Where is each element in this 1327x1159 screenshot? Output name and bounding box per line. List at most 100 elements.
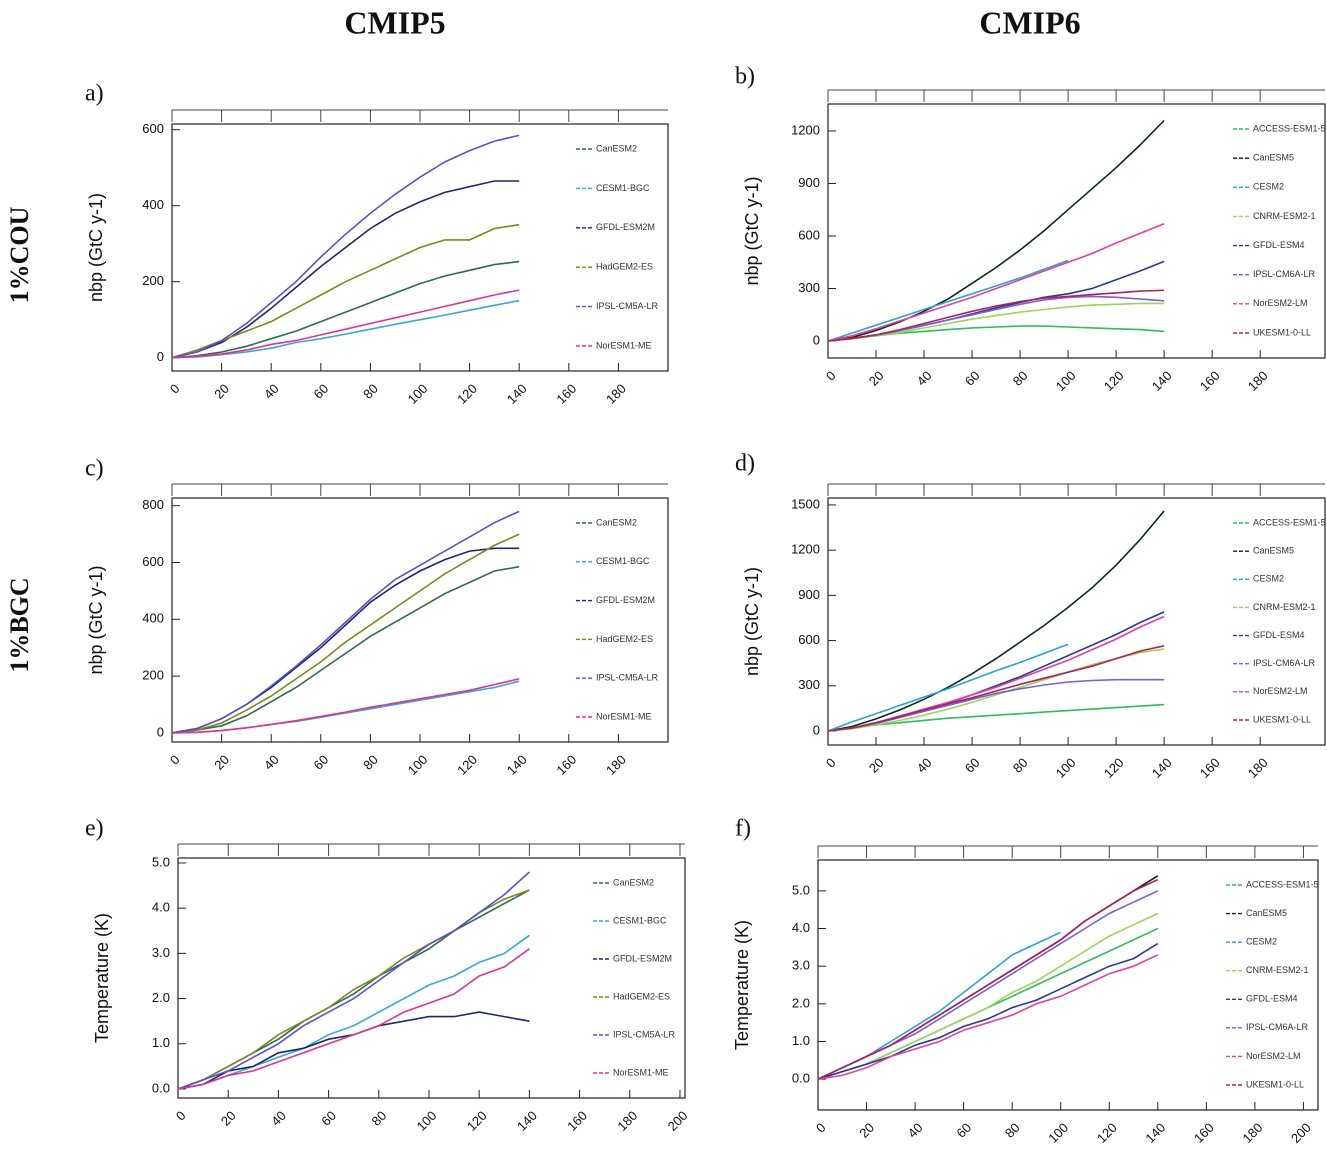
data-line	[171, 180, 520, 359]
panel-label: a)	[85, 81, 104, 107]
y-tick-label: 600	[798, 632, 820, 647]
legend-label: GFDL-ESM2M	[596, 595, 655, 605]
x-tick-label: 20	[856, 1120, 877, 1141]
data-line	[827, 302, 1165, 342]
x-tick-label: 200	[1288, 1120, 1314, 1146]
data-line	[817, 954, 1159, 1080]
y-tick-label: 4.0	[792, 920, 810, 935]
x-tick-label: 20	[218, 1108, 239, 1129]
legend-label: NorESM2-LM	[1246, 1051, 1301, 1061]
x-tick-label: 180	[1245, 755, 1271, 781]
legend-label: UKESM1-0-LL	[1253, 327, 1311, 337]
x-tick-label: 80	[1002, 1120, 1023, 1141]
plot-frame	[817, 859, 1319, 1111]
legend-label: CanESM5	[1253, 546, 1294, 556]
legend-label: ACCESS-ESM1-5	[1246, 879, 1319, 889]
x-tick-label: 180	[1245, 368, 1271, 394]
x-tick-label: 120	[464, 1108, 490, 1134]
legend-label: NorESM1-ME	[596, 711, 652, 721]
y-tick-label: 0	[157, 724, 164, 739]
x-tick-label: 60	[318, 1108, 339, 1129]
x-tick-label: 120	[1094, 1120, 1120, 1146]
panel-label: f)	[735, 816, 751, 842]
x-tick-label: 60	[962, 755, 983, 776]
x-tick-label: 160	[553, 752, 579, 778]
x-tick-label: 180	[603, 381, 629, 407]
plot-frame	[177, 857, 686, 1099]
y-tick-label: 1200	[791, 122, 820, 137]
y-tick-label: 5.0	[152, 854, 170, 869]
legend-label: UKESM1-0-LL	[1246, 1079, 1304, 1089]
legend-label: CESM1-BGC	[596, 183, 650, 193]
x-tick-label: 140	[504, 381, 530, 407]
legend-label: GFDL-ESM4	[1253, 240, 1305, 250]
x-tick-label: 100	[1045, 1120, 1071, 1146]
y-tick-label: 1200	[791, 542, 820, 557]
y-tick-label: 800	[142, 497, 164, 512]
data-line	[827, 645, 1165, 732]
legend-label: CanESM2	[613, 877, 654, 887]
y-tick-label: 1.0	[792, 1033, 810, 1048]
panel-label: d)	[735, 451, 755, 477]
legend-label: NorESM2-LM	[1253, 298, 1308, 308]
x-tick-label: 40	[261, 752, 282, 773]
plot-frame	[827, 497, 1326, 746]
y-tick-label: 3.0	[792, 958, 810, 973]
legend-label: NorESM1-ME	[596, 340, 652, 350]
legend-label: GFDL-ESM2M	[613, 953, 672, 963]
legend-label: IPSL-CM6A-LR	[1246, 1022, 1309, 1032]
x-tick-label: 80	[360, 381, 381, 402]
legend-label: CNRM-ESM2-1	[1253, 211, 1316, 221]
x-tick-label: 200	[665, 1108, 691, 1134]
x-tick-label: 100	[414, 1108, 440, 1134]
y-tick-label: 900	[798, 587, 820, 602]
x-tick-label: 160	[1197, 755, 1223, 781]
x-tick-label: 160	[1191, 1120, 1217, 1146]
x-tick-label: 120	[1101, 755, 1127, 781]
data-line	[827, 289, 1165, 342]
y-tick-label: 400	[142, 197, 164, 212]
data-line	[817, 912, 1159, 1080]
y-tick-label: 2.0	[152, 990, 170, 1005]
legend-label: CESM2	[1246, 937, 1277, 947]
data-line	[177, 948, 530, 1090]
x-tick-label: 40	[905, 1120, 926, 1141]
y-axis-title: Temperature (K)	[732, 920, 752, 1050]
y-tick-label: 600	[798, 227, 820, 242]
x-tick-label: 140	[1149, 368, 1175, 394]
legend-label: UKESM1-0-LL	[1253, 714, 1311, 724]
legend-label: CESM1-BGC	[596, 556, 650, 566]
x-tick-label: 160	[564, 1108, 590, 1134]
x-tick-label: 160	[553, 381, 579, 407]
data-line	[827, 615, 1165, 732]
data-line	[827, 510, 1165, 732]
row-label: 1%BGC	[5, 577, 34, 672]
x-tick-label: 20	[866, 755, 887, 776]
x-tick-label: 60	[311, 752, 332, 773]
legend-label: IPSL-CM6A-LR	[1253, 658, 1316, 668]
legend-label: NorESM2-LM	[1253, 686, 1308, 696]
data-line	[177, 871, 530, 1090]
data-line	[171, 289, 520, 359]
x-tick-label: 100	[405, 752, 431, 778]
y-tick-label: 900	[798, 175, 820, 190]
x-tick-label: 0	[167, 381, 183, 397]
x-tick-label: 60	[962, 368, 983, 389]
x-tick-label: 160	[1197, 368, 1223, 394]
panel-label: c)	[85, 456, 104, 482]
x-tick-label: 20	[211, 752, 232, 773]
y-tick-label: 2.0	[792, 995, 810, 1010]
x-tick-label: 0	[173, 1108, 189, 1124]
y-axis-title: nbp (GtC y-1)	[742, 567, 762, 676]
y-tick-label: 600	[142, 554, 164, 569]
y-tick-label: 0	[813, 332, 820, 347]
y-tick-label: 200	[142, 668, 164, 683]
y-axis-title: nbp (GtC y-1)	[86, 193, 106, 302]
data-line	[827, 259, 1069, 342]
legend-label: GFDL-ESM4	[1253, 630, 1305, 640]
legend-label: CNRM-ESM2-1	[1253, 602, 1316, 612]
x-tick-label: 60	[953, 1120, 974, 1141]
data-line	[817, 878, 1159, 1080]
data-line	[817, 931, 1062, 1080]
legend-label: NorESM1-ME	[613, 1067, 669, 1077]
